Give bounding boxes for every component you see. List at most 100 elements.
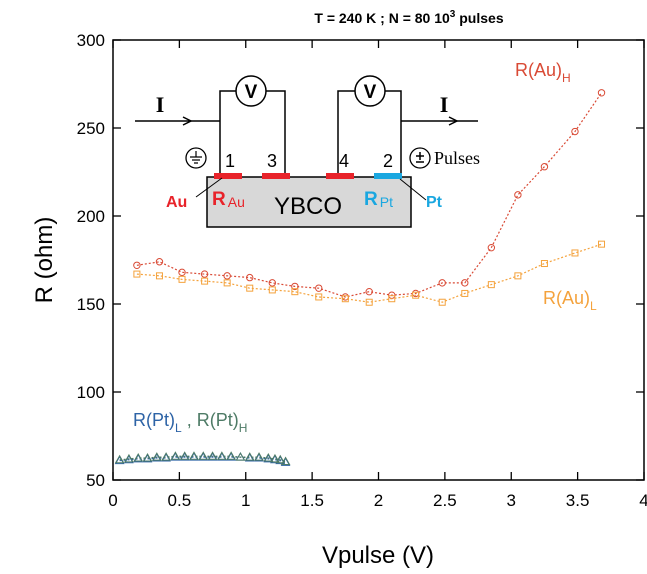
pulses-label: Pulses [434, 148, 480, 168]
ground-icon-lines [190, 151, 202, 164]
data-point [124, 453, 134, 463]
data-point [133, 270, 141, 278]
chart-title-sup: 3 [450, 9, 456, 20]
voltmeter-left-wires [219, 90, 286, 173]
data-point [155, 258, 164, 266]
x-axis-label: Vpulse (V) [322, 542, 434, 569]
data-point [268, 286, 276, 294]
voltmeter-right [354, 75, 386, 107]
x-tick-label: 1.5 [300, 491, 324, 510]
series-R(Pt)H [114, 451, 291, 466]
r-pt-sub: Pt [380, 194, 393, 210]
x-tick-label: 2 [374, 491, 383, 510]
data-point [254, 452, 264, 461]
data-point [540, 260, 548, 268]
x-tick-label: 0 [108, 491, 117, 510]
data-point [280, 456, 291, 466]
data-point [200, 270, 209, 278]
series-label-pt-h-main: R(Pt) [197, 410, 239, 430]
data-point [571, 249, 579, 257]
pt-label: Pt [426, 194, 443, 211]
data-point [341, 295, 349, 303]
data-point [268, 279, 276, 287]
ybco-label: YBCO [274, 193, 342, 220]
data-point [114, 454, 125, 464]
x-tick-label: 3 [507, 491, 516, 510]
au-pointer [195, 177, 223, 198]
chart-title-tail: pulses [455, 10, 503, 26]
x-tick-label: 1 [241, 491, 250, 510]
data-point [178, 268, 186, 277]
data-point [189, 451, 199, 460]
data-point [514, 191, 522, 199]
series-line [119, 456, 286, 463]
y-tick-label: 250 [77, 119, 105, 138]
data-point [178, 275, 186, 283]
inset-schematic: YBCO 1 3 4 2 I V V I Pulses [135, 75, 480, 228]
ground-icon [185, 147, 207, 169]
data-point [365, 287, 373, 296]
axis-ticks [112, 39, 645, 481]
data-point [412, 291, 420, 299]
current-label-right: I [440, 92, 449, 117]
pulse-source-icon-symbol [416, 152, 424, 163]
data-point [235, 452, 246, 461]
r-pt-label: R Pt [364, 189, 393, 210]
data-point [133, 261, 141, 269]
pt-pointer [399, 178, 427, 201]
data-point [388, 295, 396, 303]
data-point [133, 452, 144, 462]
y-tick-label: 150 [77, 295, 105, 314]
data-point [487, 243, 496, 252]
data-point [246, 273, 254, 282]
data-point [438, 298, 446, 306]
contact-number-3: 3 [267, 151, 277, 171]
series-label-au-l-main: R(Au) [543, 288, 590, 308]
data-point [198, 451, 209, 460]
data-point [315, 284, 323, 292]
voltmeter-right-label: V [364, 82, 377, 103]
data-point [263, 452, 274, 462]
series-label-au-l: R(Au)L [543, 288, 597, 313]
data-point [598, 240, 606, 248]
voltmeter-left [235, 75, 267, 107]
series-label-pt-l-sub: L [175, 421, 182, 435]
data-point [170, 451, 181, 460]
data-point [514, 272, 522, 280]
data-point [487, 281, 495, 289]
data-point [540, 163, 549, 171]
data-point [161, 452, 171, 461]
data-point [438, 279, 446, 287]
series-line [136, 92, 602, 298]
r-au-label: R Au [212, 189, 245, 210]
data-point [244, 452, 255, 461]
series-layer [114, 89, 606, 466]
series-label-au-h-main: R(Au) [515, 60, 562, 80]
current-arrow-right [448, 116, 459, 126]
contact-2-pt [374, 173, 402, 179]
series-line [136, 243, 602, 303]
data-point [597, 89, 606, 97]
data-point [207, 451, 218, 460]
contact-number-1: 1 [225, 151, 235, 171]
data-point [179, 451, 190, 460]
data-point [461, 279, 469, 287]
x-tick-label: 0.5 [168, 491, 192, 510]
data-point [315, 293, 323, 301]
y-tick-label: 300 [77, 31, 105, 50]
data-point [461, 289, 469, 297]
current-arrow-left [182, 116, 193, 126]
x-tick-label: 3.5 [566, 491, 590, 510]
data-point [151, 452, 162, 461]
data-point [155, 272, 163, 280]
y-tick-label: 100 [77, 383, 105, 402]
chart-title: T = 240 K ; N = 80 103 pulses [314, 9, 503, 26]
series-label-pt-h-sub: H [239, 421, 248, 435]
data-point [291, 288, 299, 296]
data-point [201, 277, 209, 285]
y-tick-label: 200 [77, 207, 105, 226]
r-au-main: R [212, 189, 226, 210]
data-point [223, 279, 231, 287]
r-pt-main: R [364, 189, 378, 210]
